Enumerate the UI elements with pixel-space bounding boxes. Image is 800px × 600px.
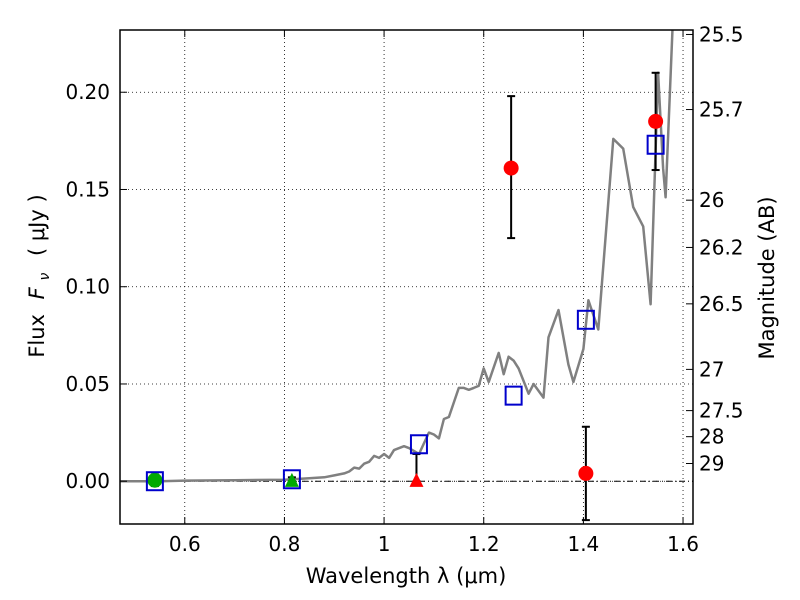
series-layer bbox=[120, 30, 674, 522]
y2-tick-label: 26.2 bbox=[699, 235, 744, 259]
model-point bbox=[282, 469, 301, 490]
series-model-bandpass-fluxes bbox=[145, 134, 665, 492]
grid bbox=[120, 30, 693, 524]
y-axis-title-subscript: ν bbox=[37, 273, 53, 281]
y2-tick-label: 29 bbox=[699, 452, 724, 476]
y-axis-title-symbol: F bbox=[25, 286, 49, 299]
y-axis-title-unit: ( μJy ) bbox=[25, 194, 49, 256]
x-tick-label: 0.8 bbox=[269, 532, 301, 556]
y-tick-label: 0.15 bbox=[65, 177, 110, 201]
series-observed-detections bbox=[503, 71, 664, 522]
y-axis-title: Flux F ν ( μJy ) bbox=[25, 194, 54, 357]
ticks: 0.6 0.8 1 1.2 1.4 1.6 0.00 0.05 0.10 0.15 0.20 25.5… bbox=[65, 22, 743, 556]
y-tick-label: 0.10 bbox=[65, 275, 110, 299]
data-point bbox=[578, 465, 594, 481]
y2-tick-label: 28 bbox=[699, 425, 724, 449]
model-point bbox=[504, 385, 523, 406]
x-tick-label: 1.6 bbox=[667, 532, 699, 556]
data-point bbox=[147, 472, 163, 488]
upper-limit-point bbox=[284, 472, 299, 487]
plot-frame bbox=[119, 29, 694, 525]
x-tick-label: 0.6 bbox=[169, 532, 201, 556]
upper-limit-point bbox=[409, 472, 424, 487]
x-tick-label: 1 bbox=[378, 532, 391, 556]
series-model-spectrum bbox=[120, 30, 674, 483]
y-tick-label: 0.20 bbox=[65, 80, 110, 104]
data-point bbox=[648, 113, 664, 129]
series-upper-limit bbox=[409, 452, 424, 487]
y-tick-label: 0.00 bbox=[65, 469, 110, 493]
data-point bbox=[503, 160, 519, 176]
y2-tick-label: 26 bbox=[699, 188, 724, 212]
y2-tick-label: 27 bbox=[699, 357, 724, 381]
model-point bbox=[646, 134, 665, 155]
y2-axis-title: Magnitude (AB) bbox=[755, 196, 779, 359]
y2-tick-label: 27.5 bbox=[699, 399, 744, 423]
y2-tick-label: 26.5 bbox=[699, 292, 744, 316]
x-tick-label: 1.2 bbox=[468, 532, 500, 556]
x-axis-title: Wavelength λ (μm) bbox=[306, 564, 507, 588]
x-tick-label: 1.4 bbox=[567, 532, 599, 556]
y-axis-title-prefix: Flux bbox=[25, 314, 49, 358]
model-point bbox=[576, 309, 595, 330]
spectrum-line bbox=[120, 30, 674, 483]
y2-tick-label: 25.7 bbox=[699, 98, 744, 122]
y2-tick-label: 25.5 bbox=[699, 22, 744, 46]
y-tick-label: 0.05 bbox=[65, 372, 110, 396]
model-point bbox=[145, 471, 164, 492]
series-optical-upper-limit bbox=[284, 472, 299, 487]
series-optical-detection bbox=[147, 472, 163, 488]
model-point bbox=[409, 434, 428, 455]
